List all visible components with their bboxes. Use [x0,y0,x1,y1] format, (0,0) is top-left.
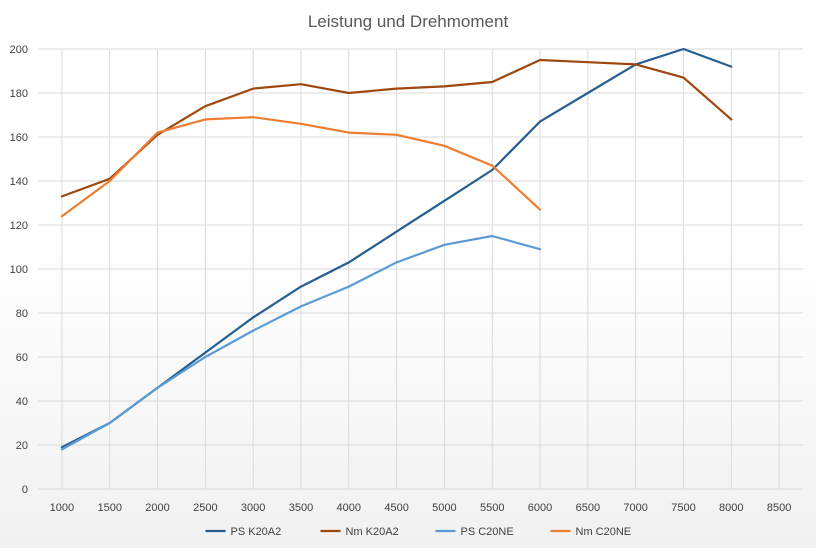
axes: 0 20 40 60 80 100 120 140 160 180 200 1000 1500 2000 2… [10,44,792,514]
x-tick-label: 6500 [576,502,600,514]
y-tick-label: 200 [10,44,28,56]
x-tick-label: 7500 [671,502,695,514]
legend-label: PS C20NE [461,526,514,538]
x-tick-label: 8000 [719,502,743,514]
x-tick-label: 8500 [767,502,791,514]
x-tick-label: 2000 [145,502,169,514]
chart-title: Leistung und Drehmoment [308,12,509,31]
x-tick-label: 6000 [528,502,552,514]
y-tick-label: 140 [10,176,28,188]
y-tick-label: 100 [10,264,28,276]
x-tick-label: 3000 [241,502,265,514]
y-tick-label: 80 [16,308,28,320]
legend-label: PS K20A2 [231,526,282,538]
legend-item: PS K20A2 [206,526,282,538]
y-tick-label: 180 [10,88,28,100]
x-tick-label: 3500 [289,502,313,514]
legend-item: Nm C20NE [551,526,632,538]
x-tick-label: 1500 [97,502,121,514]
x-tick-label: 4000 [337,502,361,514]
x-tick-label: 1000 [50,502,74,514]
y-tick-label: 0 [22,484,28,496]
y-tick-label: 120 [10,220,28,232]
legend: PS K20A2 Nm K20A2 PS C20NE Nm C20NE [206,526,632,538]
legend-item: PS C20NE [436,526,514,538]
gridlines [38,49,803,489]
y-tick-label: 20 [16,440,28,452]
legend-label: Nm C20NE [576,526,632,538]
x-tick-label: 5000 [432,502,456,514]
x-tick-label: 7000 [623,502,647,514]
x-tick-label: 2500 [193,502,217,514]
legend-label: Nm K20A2 [346,526,399,538]
x-tick-label: 4500 [384,502,408,514]
legend-item: Nm K20A2 [321,526,399,538]
y-tick-label: 60 [16,352,28,364]
y-tick-label: 160 [10,132,28,144]
x-tick-label: 5500 [480,502,504,514]
y-tick-label: 40 [16,396,28,408]
